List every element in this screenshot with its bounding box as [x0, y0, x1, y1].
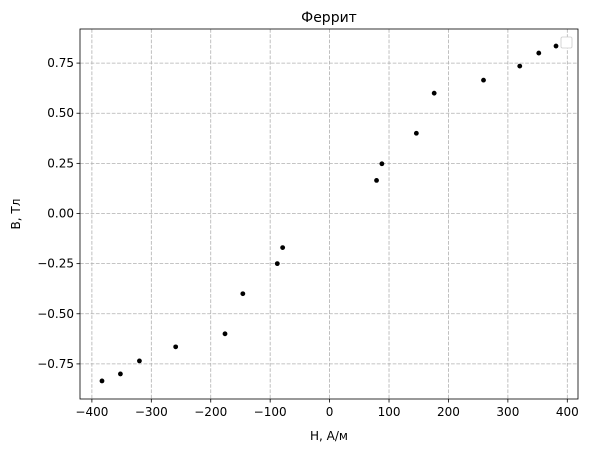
grid [80, 29, 578, 399]
chart-title: Феррит [301, 10, 357, 26]
data-point [280, 245, 286, 250]
x-tick-label: 100 [378, 405, 401, 419]
x-tick-label: −200 [194, 405, 227, 419]
y-tick-label: 0.75 [47, 56, 74, 70]
plot-frame [79, 28, 579, 400]
x-axis-ticks: −400 −300 −200 −100 0 100 200 300 400 [75, 399, 579, 419]
data-point [536, 50, 542, 56]
data-point [99, 378, 105, 384]
data-points [99, 43, 559, 384]
x-axis-label: H, А/м [310, 429, 348, 443]
x-tick-label: −100 [254, 405, 287, 419]
y-tick-label: −0.50 [37, 307, 74, 321]
x-tick-label: 200 [437, 405, 460, 419]
data-point [481, 77, 486, 83]
data-point [379, 161, 385, 167]
data-point [413, 130, 419, 136]
legend-box [560, 36, 573, 49]
x-tick-label: 300 [496, 405, 519, 419]
data-point [118, 371, 123, 377]
x-tick-label: −400 [75, 405, 108, 419]
y-axis-ticks: −0.75 −0.50 −0.25 0.00 0.25 0.50 0.75 [37, 56, 80, 371]
y-tick-label: 0.00 [47, 206, 74, 220]
data-point [173, 344, 179, 350]
data-point [137, 358, 142, 364]
data-point [222, 331, 228, 337]
y-tick-label: −0.75 [37, 357, 74, 371]
y-axis-label: B, Тл [9, 199, 23, 230]
x-tick-label: 0 [326, 405, 334, 419]
data-point [431, 90, 437, 96]
y-tick-label: 0.50 [47, 106, 74, 120]
y-tick-label: −0.25 [37, 257, 74, 271]
y-tick-label: 0.25 [47, 156, 74, 170]
data-point [274, 261, 280, 267]
x-tick-label: −300 [135, 405, 168, 419]
data-point [374, 178, 379, 183]
data-point [240, 291, 246, 297]
x-tick-label: 400 [556, 405, 579, 419]
data-point [553, 43, 559, 49]
data-point [517, 63, 523, 69]
